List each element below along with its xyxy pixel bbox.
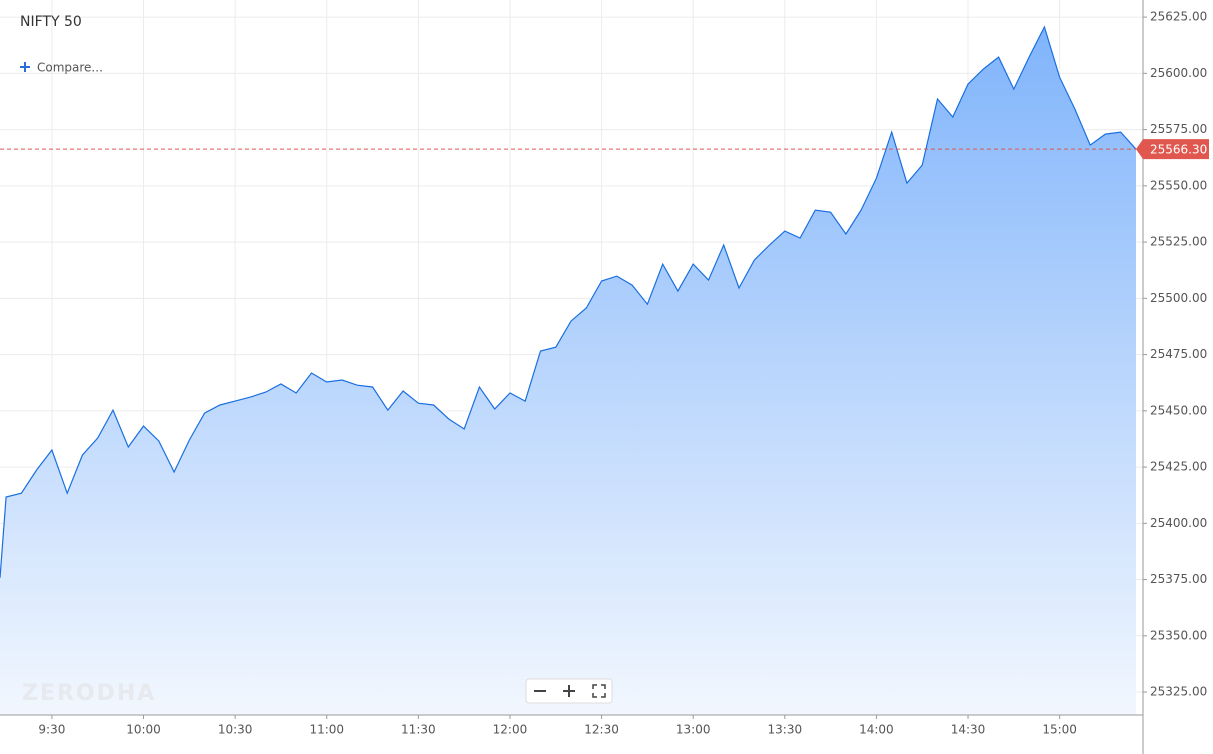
compare-label[interactable]: Compare... [37,61,103,75]
x-tick-label: 11:00 [309,723,344,737]
y-tick-label: 25325.00 [1150,685,1207,699]
x-tick-label: 13:00 [676,723,711,737]
y-tick-label: 25450.00 [1150,403,1207,417]
price-line [0,25,1137,578]
y-tick-label: 25375.00 [1150,572,1207,586]
y-tick-label: 25400.00 [1150,516,1207,530]
y-tick-label: 25425.00 [1150,460,1207,474]
x-tick-label: 12:00 [493,723,528,737]
x-tick-label: 15:00 [1042,723,1077,737]
y-tick-label: 25550.00 [1150,178,1207,192]
compare-button[interactable]: Compare... [20,61,103,75]
x-tick-label: 10:00 [126,723,161,737]
x-tick-label: 10:30 [218,723,253,737]
y-tick-label: 25600.00 [1150,66,1207,80]
plus-icon [20,62,30,72]
watermark: ZERODHA [22,681,156,706]
fullscreen[interactable] [592,684,606,698]
x-tick-label: 13:30 [768,723,803,737]
y-tick-label: 25625.00 [1150,10,1207,24]
x-tick-label: 9:30 [38,723,65,737]
y-tick-label: 25500.00 [1150,291,1207,305]
zoom-in[interactable] [563,685,575,697]
x-tick-label: 14:00 [859,723,894,737]
x-tick-label: 11:30 [401,723,436,737]
y-tick-label: 25350.00 [1150,628,1207,642]
y-tick-label: 25575.00 [1150,122,1207,136]
x-tick-label: 14:30 [951,723,986,737]
y-tick-label: 25475.00 [1150,347,1207,361]
plot [0,25,1137,715]
last-price-tag [1136,139,1209,160]
chart-title: NIFTY 50 [20,14,82,30]
last-price-label: 25566.30 [1150,143,1207,157]
y-tick-label: 25525.00 [1150,235,1207,249]
zoom-controls [525,678,613,704]
x-tick-label: 12:30 [584,723,619,737]
area-fill [0,27,1136,715]
